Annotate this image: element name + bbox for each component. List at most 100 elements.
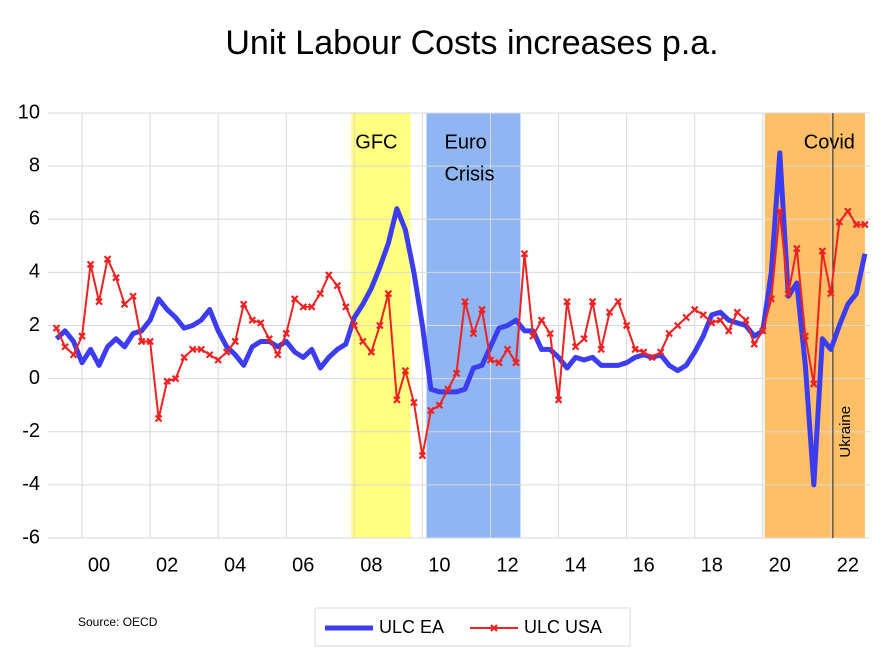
point-marker: [546, 329, 554, 338]
chart-title: Unit Labour Costs increases p.a.: [225, 24, 718, 62]
region-label: GFC: [355, 131, 397, 153]
point-marker: [648, 353, 656, 362]
point-marker: [699, 311, 707, 319]
point-marker: [461, 297, 469, 306]
point-marker: [673, 321, 682, 330]
y-tick-label: 0: [29, 367, 40, 389]
point-marker: [716, 316, 725, 324]
x-tick-label: 12: [496, 554, 518, 576]
point-marker: [308, 303, 316, 311]
point-marker: [418, 451, 427, 460]
point-marker: [137, 337, 146, 346]
point-marker: [512, 358, 520, 367]
point-marker: [571, 342, 580, 351]
x-tick-label: 14: [564, 554, 586, 576]
point-marker: [78, 332, 86, 340]
region-label: Crisis: [444, 163, 494, 185]
point-marker: [844, 207, 852, 216]
point-marker: [605, 308, 614, 316]
y-tick-label: 8: [29, 154, 40, 176]
point-marker: [537, 316, 546, 324]
point-marker: [325, 271, 333, 279]
point-marker: [367, 348, 376, 356]
point-marker: [384, 289, 393, 298]
point-marker: [248, 316, 257, 324]
y-tick-label: 2: [29, 314, 40, 336]
point-marker: [810, 380, 818, 388]
point-marker: [759, 327, 767, 335]
point-marker: [452, 369, 461, 378]
region-label: Covid: [804, 131, 855, 153]
point-marker: [410, 398, 418, 407]
point-marker: [861, 220, 869, 229]
point-marker: [665, 329, 673, 338]
point-marker: [265, 335, 274, 343]
point-marker: [622, 321, 631, 330]
point-marker: [120, 300, 129, 309]
point-marker: [112, 273, 120, 282]
point-marker: [197, 345, 205, 354]
point-marker: [835, 218, 844, 226]
x-tick-label: 10: [428, 554, 450, 576]
point-marker: [614, 297, 622, 306]
point-marker: [707, 319, 716, 327]
point-marker: [393, 396, 401, 404]
legend-label: ULC USA: [524, 617, 602, 637]
point-marker: [180, 353, 188, 362]
point-marker: [401, 366, 410, 375]
x-tick-label: 18: [701, 554, 723, 576]
point-marker: [767, 295, 776, 303]
point-marker: [741, 316, 750, 324]
point-marker: [205, 350, 214, 359]
point-marker: [478, 305, 486, 314]
y-tick-label: 4: [29, 261, 40, 283]
point-marker: [495, 358, 503, 367]
point-marker: [563, 297, 571, 306]
point-marker: [290, 295, 299, 303]
x-tick-label: 22: [837, 554, 859, 576]
point-marker: [222, 348, 231, 356]
x-tick-label: 06: [292, 554, 314, 576]
x-tick-label: 08: [360, 554, 382, 576]
point-marker: [61, 342, 69, 351]
point-marker: [86, 260, 95, 269]
point-marker: [793, 244, 801, 253]
point-marker: [359, 337, 367, 346]
point-marker: [231, 337, 239, 346]
point-marker: [239, 300, 248, 309]
x-tick-label: 04: [224, 554, 246, 576]
point-marker: [163, 377, 171, 386]
point-marker: [103, 255, 112, 263]
y-tick-label: 10: [18, 101, 40, 123]
point-marker: [444, 385, 452, 394]
point-marker: [342, 303, 350, 311]
point-marker: [520, 250, 529, 258]
source-note: Source: OECD: [78, 615, 158, 629]
point-marker: [554, 396, 563, 404]
point-marker: [333, 281, 342, 290]
point-marker: [639, 348, 648, 356]
point-marker: [852, 220, 861, 229]
point-marker: [316, 289, 325, 298]
point-marker: [350, 321, 359, 330]
point-marker: [273, 350, 282, 359]
series-line: [54, 150, 868, 488]
point-marker: [818, 247, 827, 255]
point-marker: [827, 289, 835, 298]
legend-label: ULC EA: [379, 617, 444, 637]
point-marker: [146, 337, 154, 346]
point-marker: [435, 401, 444, 409]
point-marker: [724, 327, 733, 335]
point-marker: [656, 348, 665, 356]
x-tick-label: 00: [88, 554, 110, 576]
point-marker: [282, 329, 291, 338]
x-tick-label: 16: [633, 554, 655, 576]
point-marker: [256, 319, 265, 327]
legend-marker: [490, 624, 498, 632]
point-marker: [129, 292, 137, 301]
point-marker: [733, 308, 742, 316]
point-marker: [171, 374, 180, 383]
event-label: Ukraine: [837, 406, 854, 458]
point-marker: [682, 313, 690, 322]
